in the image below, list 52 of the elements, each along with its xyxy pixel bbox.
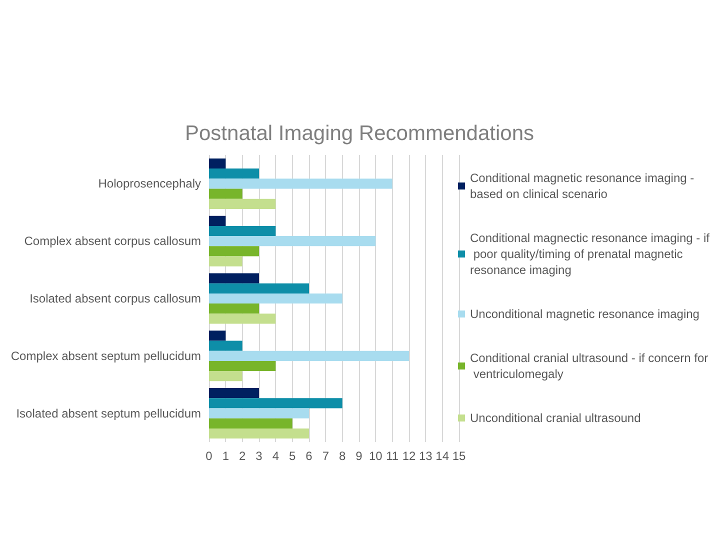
legend-label: Unconditional cranial ultrasound	[470, 411, 641, 425]
bar	[209, 371, 242, 382]
bar	[209, 360, 276, 372]
bar	[209, 158, 226, 169]
bar	[209, 350, 409, 361]
bar	[209, 304, 259, 314]
x-tick-label: 14	[436, 449, 450, 463]
x-tick-label: 0	[206, 449, 213, 463]
bar	[209, 178, 392, 189]
x-tick-label: 2	[238, 449, 246, 463]
y-tick-label: Complex absent septum pellucidum	[10, 348, 201, 363]
chart-title: Postnatal Imaging Recommendations	[185, 122, 534, 145]
y-tick-label: Isolated absent corpus callosum	[30, 292, 201, 306]
y-tick-label: Complex absent corpus callosum	[24, 234, 201, 248]
x-tick-label: 15	[452, 449, 466, 463]
bar	[209, 283, 309, 294]
bar	[209, 293, 342, 304]
bar	[209, 188, 242, 199]
x-tick-label: 1	[222, 449, 230, 463]
bar	[209, 428, 309, 439]
x-tick-label: 4	[272, 449, 280, 463]
x-tick-label: 13	[418, 449, 433, 463]
x-tick-label: 10	[368, 449, 383, 463]
bar	[209, 388, 259, 398]
bar	[209, 398, 342, 408]
bar	[209, 198, 276, 209]
x-tick-label: 7	[322, 449, 330, 463]
legend-label: Conditional magnectic resonance imaging - if poor quality/timing of prenatal magnetic resonance imaging	[470, 231, 710, 277]
bar	[209, 418, 292, 428]
legend-label: Conditional magnetic resonance imaging - based on clinical scenario	[470, 171, 698, 201]
x-tick-label: 3	[256, 449, 263, 463]
y-tick-label: Holoprosencephaly	[98, 176, 201, 191]
x-tick-label: 12	[402, 449, 416, 463]
x-tick-label: 11	[386, 449, 399, 463]
bar	[209, 256, 242, 266]
bar	[209, 246, 259, 256]
bar	[209, 236, 376, 246]
bar	[209, 408, 309, 418]
bar	[209, 314, 276, 324]
legend-label: Unconditional magnetic resonance imaging	[470, 307, 700, 321]
bar	[209, 330, 226, 341]
bar	[209, 226, 276, 236]
y-tick-label: Isolated absent septum pellucidum	[16, 406, 201, 420]
x-tick-label: 9	[356, 449, 363, 463]
legend-label: Conditional cranial ultrasound - if concern for ventriculomegaly	[470, 351, 708, 381]
bar	[209, 340, 242, 351]
bar	[209, 168, 259, 179]
bar	[209, 216, 226, 226]
x-tick-label: 6	[306, 449, 313, 463]
x-tick-label: 8	[338, 449, 346, 463]
x-tick-label: 5	[288, 449, 296, 463]
bar	[209, 273, 259, 284]
